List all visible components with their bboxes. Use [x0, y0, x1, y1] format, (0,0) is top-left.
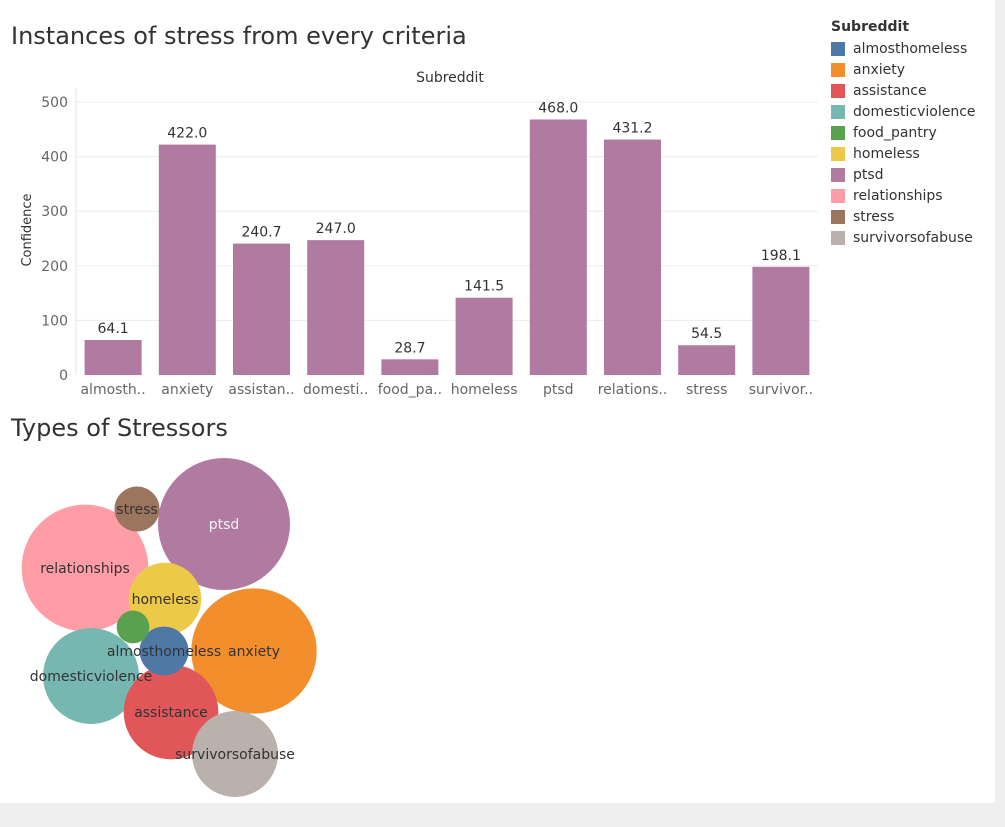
x-tick-label: domesti..	[303, 382, 368, 398]
bubble-label: survivorsofabuse	[175, 747, 295, 763]
data-label: 141.5	[464, 279, 504, 295]
data-label: 240.7	[241, 225, 281, 241]
bubble-chart-title: Types of Stressors	[11, 414, 228, 442]
bubble-label: homeless	[132, 592, 199, 608]
y-tick-label: 100	[41, 313, 68, 329]
legend-item[interactable]: survivorsofabuse	[831, 227, 976, 248]
legend-swatch	[831, 209, 845, 224]
bar-almosthomeless[interactable]	[84, 340, 142, 375]
legend-item[interactable]: anxiety	[831, 59, 976, 80]
legend-swatch	[831, 167, 845, 182]
data-label: 28.7	[394, 340, 425, 356]
bar-relationships[interactable]	[604, 139, 661, 375]
legend-swatch	[831, 62, 845, 77]
data-label: 54.5	[691, 326, 722, 342]
x-tick-label: homeless	[451, 382, 518, 398]
bubble-label: relationships	[40, 561, 130, 577]
x-tick-label: anxiety	[161, 382, 213, 398]
bar-chart-title: Instances of stress from every criteria	[11, 22, 467, 50]
bubble-stress[interactable]	[114, 486, 160, 532]
legend-swatch	[831, 104, 845, 119]
bubble-label: ptsd	[209, 517, 240, 533]
y-tick-label: 0	[59, 368, 68, 384]
bar-stress[interactable]	[678, 345, 736, 375]
legend-swatch	[831, 146, 845, 161]
bar-chart: Subreddit Confidence 0 100 200 300 400 500 64.1 a…	[20, 70, 818, 398]
legend-item[interactable]: stress	[831, 206, 976, 227]
legend: Subreddit almosthomeless anxiety assistanc…	[831, 16, 976, 248]
bubble-ptsd[interactable]	[158, 458, 290, 590]
data-label: 468.0	[538, 100, 578, 116]
legend-label: almosthomeless	[853, 40, 968, 57]
data-label: 422.0	[167, 126, 207, 142]
bar-homeless[interactable]	[455, 297, 513, 375]
x-tick-label: almosth..	[80, 382, 145, 398]
data-label: 431.2	[612, 121, 652, 137]
bubble-homeless[interactable]	[128, 562, 202, 636]
y-axis-label: Confidence	[20, 193, 35, 266]
data-label: 64.1	[98, 321, 129, 337]
bubble-almosthomeless[interactable]	[139, 626, 189, 676]
x-tick-label: assistan..	[228, 382, 294, 398]
legend-label: stress	[853, 208, 895, 225]
bubble-food_pantry[interactable]	[116, 610, 150, 644]
legend-label: homeless	[853, 145, 920, 162]
legend-item[interactable]: homeless	[831, 143, 976, 164]
legend-item[interactable]: almosthomeless	[831, 38, 976, 59]
dashboard: Instances of stress from every criteria …	[0, 0, 995, 803]
x-tick-label: survivor..	[749, 382, 813, 398]
x-tick-label: stress	[686, 382, 727, 398]
legend-swatch	[831, 125, 845, 140]
bubble-label: assistance	[134, 705, 208, 721]
bubble-chart: ptsd anxiety relationships domesticviolence…	[21, 458, 317, 797]
bar-anxiety[interactable]	[158, 144, 216, 375]
legend-label: domesticviolence	[853, 103, 976, 120]
legend-swatch	[831, 230, 845, 245]
bubble-assistance[interactable]	[123, 664, 219, 760]
legend-item[interactable]: food_pantry	[831, 122, 976, 143]
x-tick-label: relations..	[598, 382, 668, 398]
bubble-anxiety[interactable]	[191, 588, 317, 714]
legend-label: anxiety	[853, 61, 906, 78]
legend-item[interactable]: relationships	[831, 185, 976, 206]
legend-swatch	[831, 83, 845, 98]
legend-label: food_pantry	[853, 124, 937, 141]
legend-item[interactable]: domesticviolence	[831, 101, 976, 122]
y-tick-label: 200	[41, 259, 68, 275]
legend-label: survivorsofabuse	[853, 229, 973, 246]
bubble-label: anxiety	[228, 644, 280, 660]
legend-item[interactable]: assistance	[831, 80, 976, 101]
bubble-survivorsofabuse[interactable]	[192, 711, 278, 797]
column-header: Subreddit	[416, 70, 484, 86]
legend-swatch	[831, 41, 845, 56]
x-tick-label: food_pa..	[378, 382, 442, 398]
legend-item[interactable]: ptsd	[831, 164, 976, 185]
bar-survivorsofabuse[interactable]	[752, 266, 810, 375]
legend-label: ptsd	[853, 166, 884, 183]
legend-label: relationships	[853, 187, 943, 204]
bar-food_pantry[interactable]	[381, 359, 439, 375]
bar-assistance[interactable]	[233, 243, 290, 375]
bubble-label: almosthomeless	[107, 644, 221, 660]
bubble-label: stress	[116, 502, 157, 518]
y-tick-label: 400	[41, 150, 68, 166]
bubble-relationships[interactable]	[21, 504, 149, 632]
data-label: 198.1	[761, 248, 801, 264]
bar-ptsd[interactable]	[529, 119, 587, 375]
legend-swatch	[831, 188, 845, 203]
bar-domesticviolence[interactable]	[307, 240, 365, 375]
bubble-label: domesticviolence	[30, 669, 153, 685]
y-tick-label: 300	[41, 204, 68, 220]
legend-items: almosthomeless anxiety assistance domesticv…	[831, 38, 976, 248]
y-tick-label: 500	[41, 95, 68, 111]
data-label: 247.0	[316, 221, 356, 237]
legend-label: assistance	[853, 82, 927, 99]
bubble-domesticviolence[interactable]	[43, 628, 139, 724]
x-tick-label: ptsd	[543, 382, 574, 398]
legend-title: Subreddit	[831, 19, 910, 35]
